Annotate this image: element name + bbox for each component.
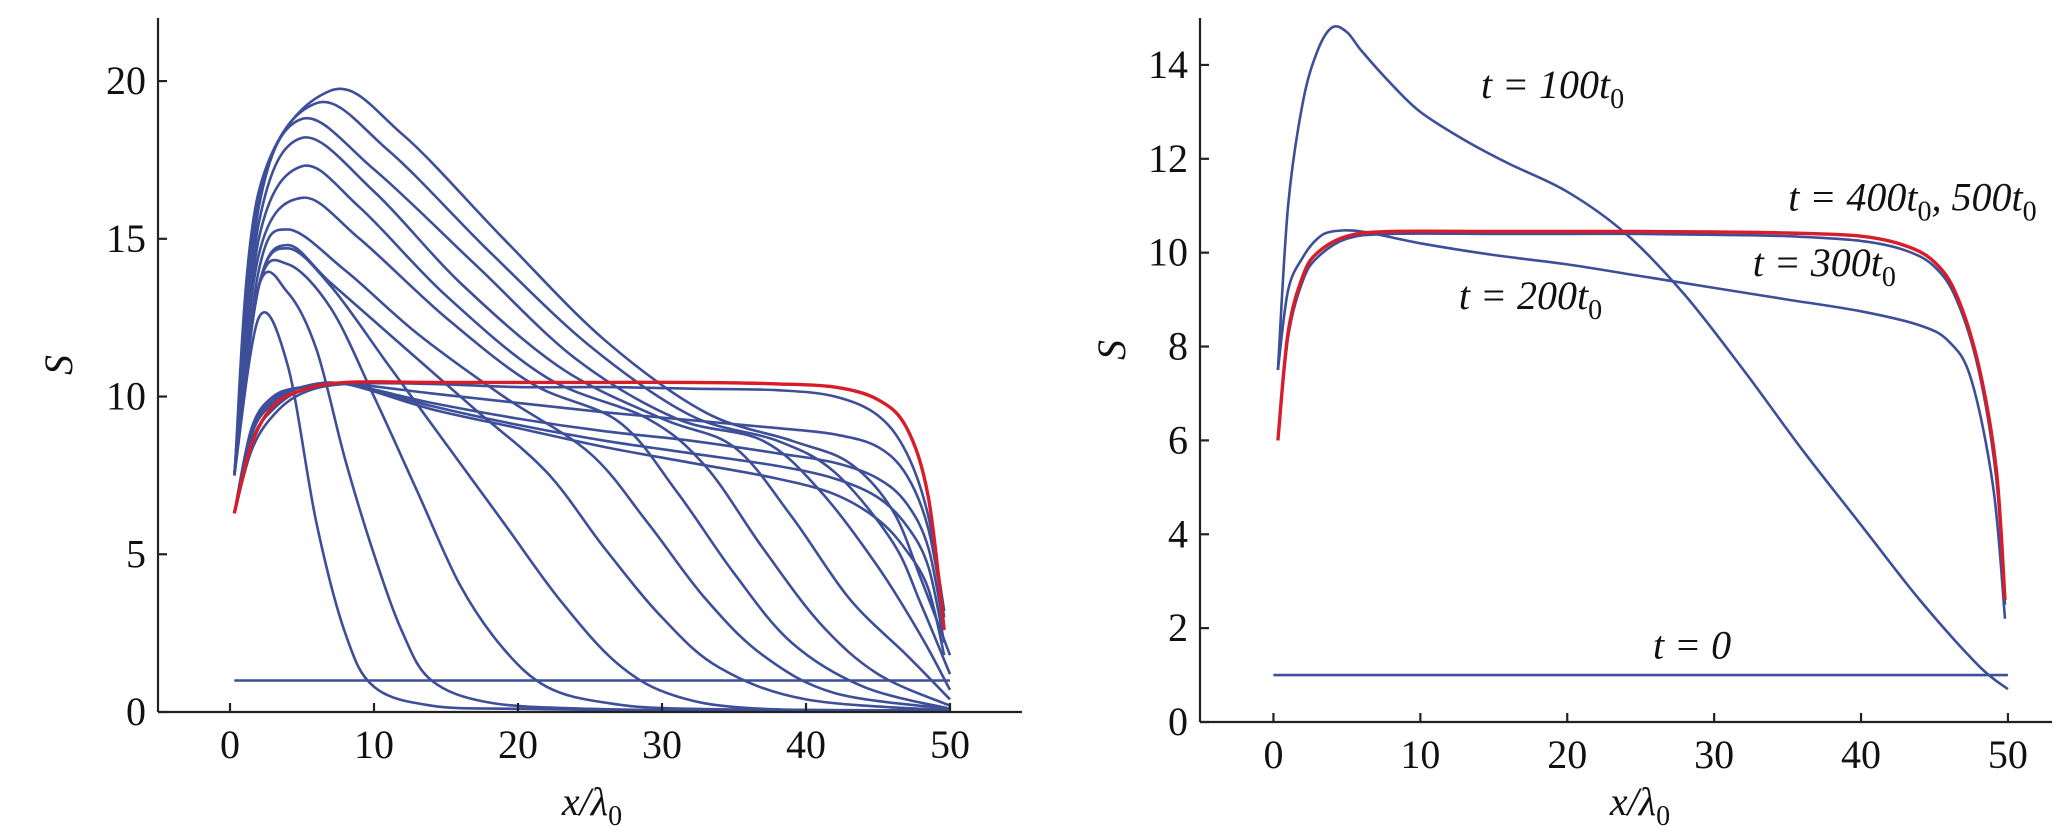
left-series-8 [233,196,951,711]
left-x-tick-label: 30 [642,722,682,767]
left-x-tick-label: 40 [786,722,826,767]
right-x-tick-label: 0 [1263,732,1283,777]
right-x-tick-label: 50 [1988,732,2028,777]
left-chart: 0 10 20 30 40 50 0 5 10 15 20 S x/λ0 [36,18,1022,832]
annotation-t0: t = 0 [1653,623,1731,668]
left-y-tick-label: 15 [106,216,146,261]
right-y-tick-label: 4 [1168,511,1188,556]
right-y-tick-label: 2 [1168,605,1188,650]
left-series-18 [233,381,946,656]
left-ylabel: S [36,355,81,375]
left-series-6 [233,243,951,712]
right-x-tick-label: 10 [1400,732,1440,777]
right-x-tick-label: 30 [1694,732,1734,777]
left-series-16 [233,381,946,631]
left-series-4 [233,258,951,712]
annotation-t200: t = 200t0 [1459,273,1602,326]
right-x-tick-label: 40 [1841,732,1881,777]
right-series-4 [1276,232,2007,605]
left-series-17 [233,381,946,643]
right-y-tick-label: 8 [1168,324,1188,369]
right-y-tick-label: 6 [1168,417,1188,462]
right-x-tick-label: 20 [1547,732,1587,777]
left-series-10 [233,136,951,701]
left-x-tick-label: 0 [220,722,240,767]
left-y-tick-label: 0 [126,689,146,734]
left-series-9 [233,164,951,707]
right-curves [1273,24,2009,691]
left-curves [232,87,952,712]
left-series-14 [233,381,946,612]
right-series-steady [1276,229,2007,601]
left-x-tick-label: 50 [930,722,970,767]
right-y-tick-label: 10 [1148,230,1188,275]
left-y-tick-label: 20 [106,58,146,103]
left-x-tick-label: 20 [498,722,538,767]
right-y-tick-label: 14 [1148,42,1188,87]
left-series-11 [233,116,952,691]
annotation-t400-500: t = 400t0, 500t0 [1788,174,2036,227]
left-series-steady [232,380,946,631]
left-axes: 0 10 20 30 40 50 0 5 10 15 20 [106,18,1022,767]
left-y-tick-label: 5 [126,531,146,576]
left-series-3 [233,270,951,712]
right-y-tick-label: 0 [1168,699,1188,744]
annotation-t100: t = 100t0 [1481,62,1624,115]
left-y-tick-label: 10 [106,374,146,419]
left-series-7 [233,228,951,711]
left-series-15 [233,382,946,618]
right-series-3 [1276,229,2007,619]
annotation-t300: t = 300t0 [1753,240,1896,293]
right-y-tick-label: 12 [1148,136,1188,181]
left-x-tick-label: 10 [354,722,394,767]
right-axes: 0 10 20 30 40 50 0 2 4 6 8 10 12 14 [1148,18,2052,777]
right-ylabel: S [1089,340,1134,360]
left-xlabel: x/λ0 [561,779,622,832]
right-series-2 [1276,24,2009,691]
left-series-5 [233,246,951,712]
right-xlabel: x/λ0 [1609,779,1670,832]
